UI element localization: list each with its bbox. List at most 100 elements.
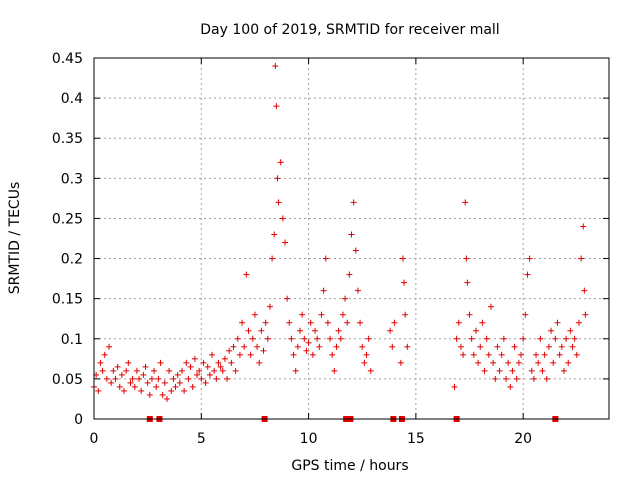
data-point [274,175,281,182]
y-tick-label: 0.2 [61,252,83,268]
data-point [144,379,151,386]
data-point [305,339,312,346]
data-point [466,311,473,318]
data-point [530,375,537,382]
data-point [554,319,561,326]
data-point [200,359,207,366]
data-point [552,335,559,342]
data-point [204,363,211,370]
data-point [312,327,319,334]
data-point [112,375,119,382]
y-axis-ticks: 0 0.05 0.1 0.15 0.2 0.25 0.3 0.35 0.4 0.45 [52,51,609,428]
data-point [292,367,299,374]
data-point [121,387,128,394]
data-point [251,311,258,318]
data-point [560,367,567,374]
data-point [537,335,544,342]
data-point [563,335,570,342]
data-point [363,351,370,358]
y-tick-label: 0.15 [52,292,83,308]
data-point [513,375,520,382]
data-point [329,351,336,358]
data-point [318,311,325,318]
y-tick-label: 0.45 [52,51,83,67]
data-point [219,367,226,374]
y-tick-label: 0.25 [52,211,83,227]
data-point [535,359,542,366]
data-point [470,351,477,358]
data-point [151,367,158,374]
data-point [226,347,233,354]
data-point [202,379,209,386]
data-point [404,343,411,350]
data-point [505,359,512,366]
data-point [541,351,548,358]
data-point [400,255,406,262]
data-point [463,255,470,262]
data-point [402,311,409,318]
data-point [230,343,237,350]
data-point [131,383,138,390]
data-points [91,63,589,402]
data-point [108,379,115,386]
data-point [294,343,301,350]
data-point [367,367,374,374]
data-point [279,215,286,222]
data-point [556,351,563,358]
data-point [337,335,344,342]
data-point [357,319,364,326]
data-point [189,383,196,390]
x-tick-label: 0 [90,431,99,447]
data-point [103,375,110,382]
data-point [129,375,136,382]
data-point [213,375,220,382]
data-point [281,239,288,246]
data-point [299,311,306,318]
data-point [503,375,509,382]
data-point [451,383,458,390]
data-point [578,255,585,262]
data-point [479,319,486,326]
data-point [509,367,516,374]
data-point [524,271,531,278]
data-point [114,363,121,370]
data-point [127,379,134,386]
data-point [206,371,213,378]
data-point [260,347,267,354]
data-point [346,271,353,278]
data-point [191,355,198,362]
data-point [209,351,216,358]
data-point [174,371,181,378]
data-point [365,335,372,342]
data-point [155,375,162,382]
data-point [548,327,555,334]
data-point [168,387,175,394]
data-point [194,371,200,378]
data-point [123,367,130,374]
data-point [475,359,482,366]
y-tick-label: 0.35 [52,131,83,147]
data-point [236,351,243,358]
data-point [359,343,366,350]
data-point [391,319,398,326]
chart-title: Day 100 of 2019, SRMTID for receiver mal… [200,22,499,38]
data-point [498,351,505,358]
data-point [133,367,140,374]
data-point [178,367,185,374]
data-point [457,343,464,350]
data-point [511,343,518,350]
data-point [500,335,507,342]
data-point [354,287,361,294]
data-point [269,255,276,262]
data-point [327,335,334,342]
data-point [277,159,284,166]
data-point [243,271,250,278]
data-point [142,363,149,370]
data-point [215,359,222,366]
data-point [172,383,179,390]
x-axis-ticks: 0 5 10 15 20 [90,58,532,447]
data-point [518,351,525,358]
data-point [344,319,351,326]
data-point [241,343,248,350]
y-tick-label: 0.4 [61,91,83,107]
